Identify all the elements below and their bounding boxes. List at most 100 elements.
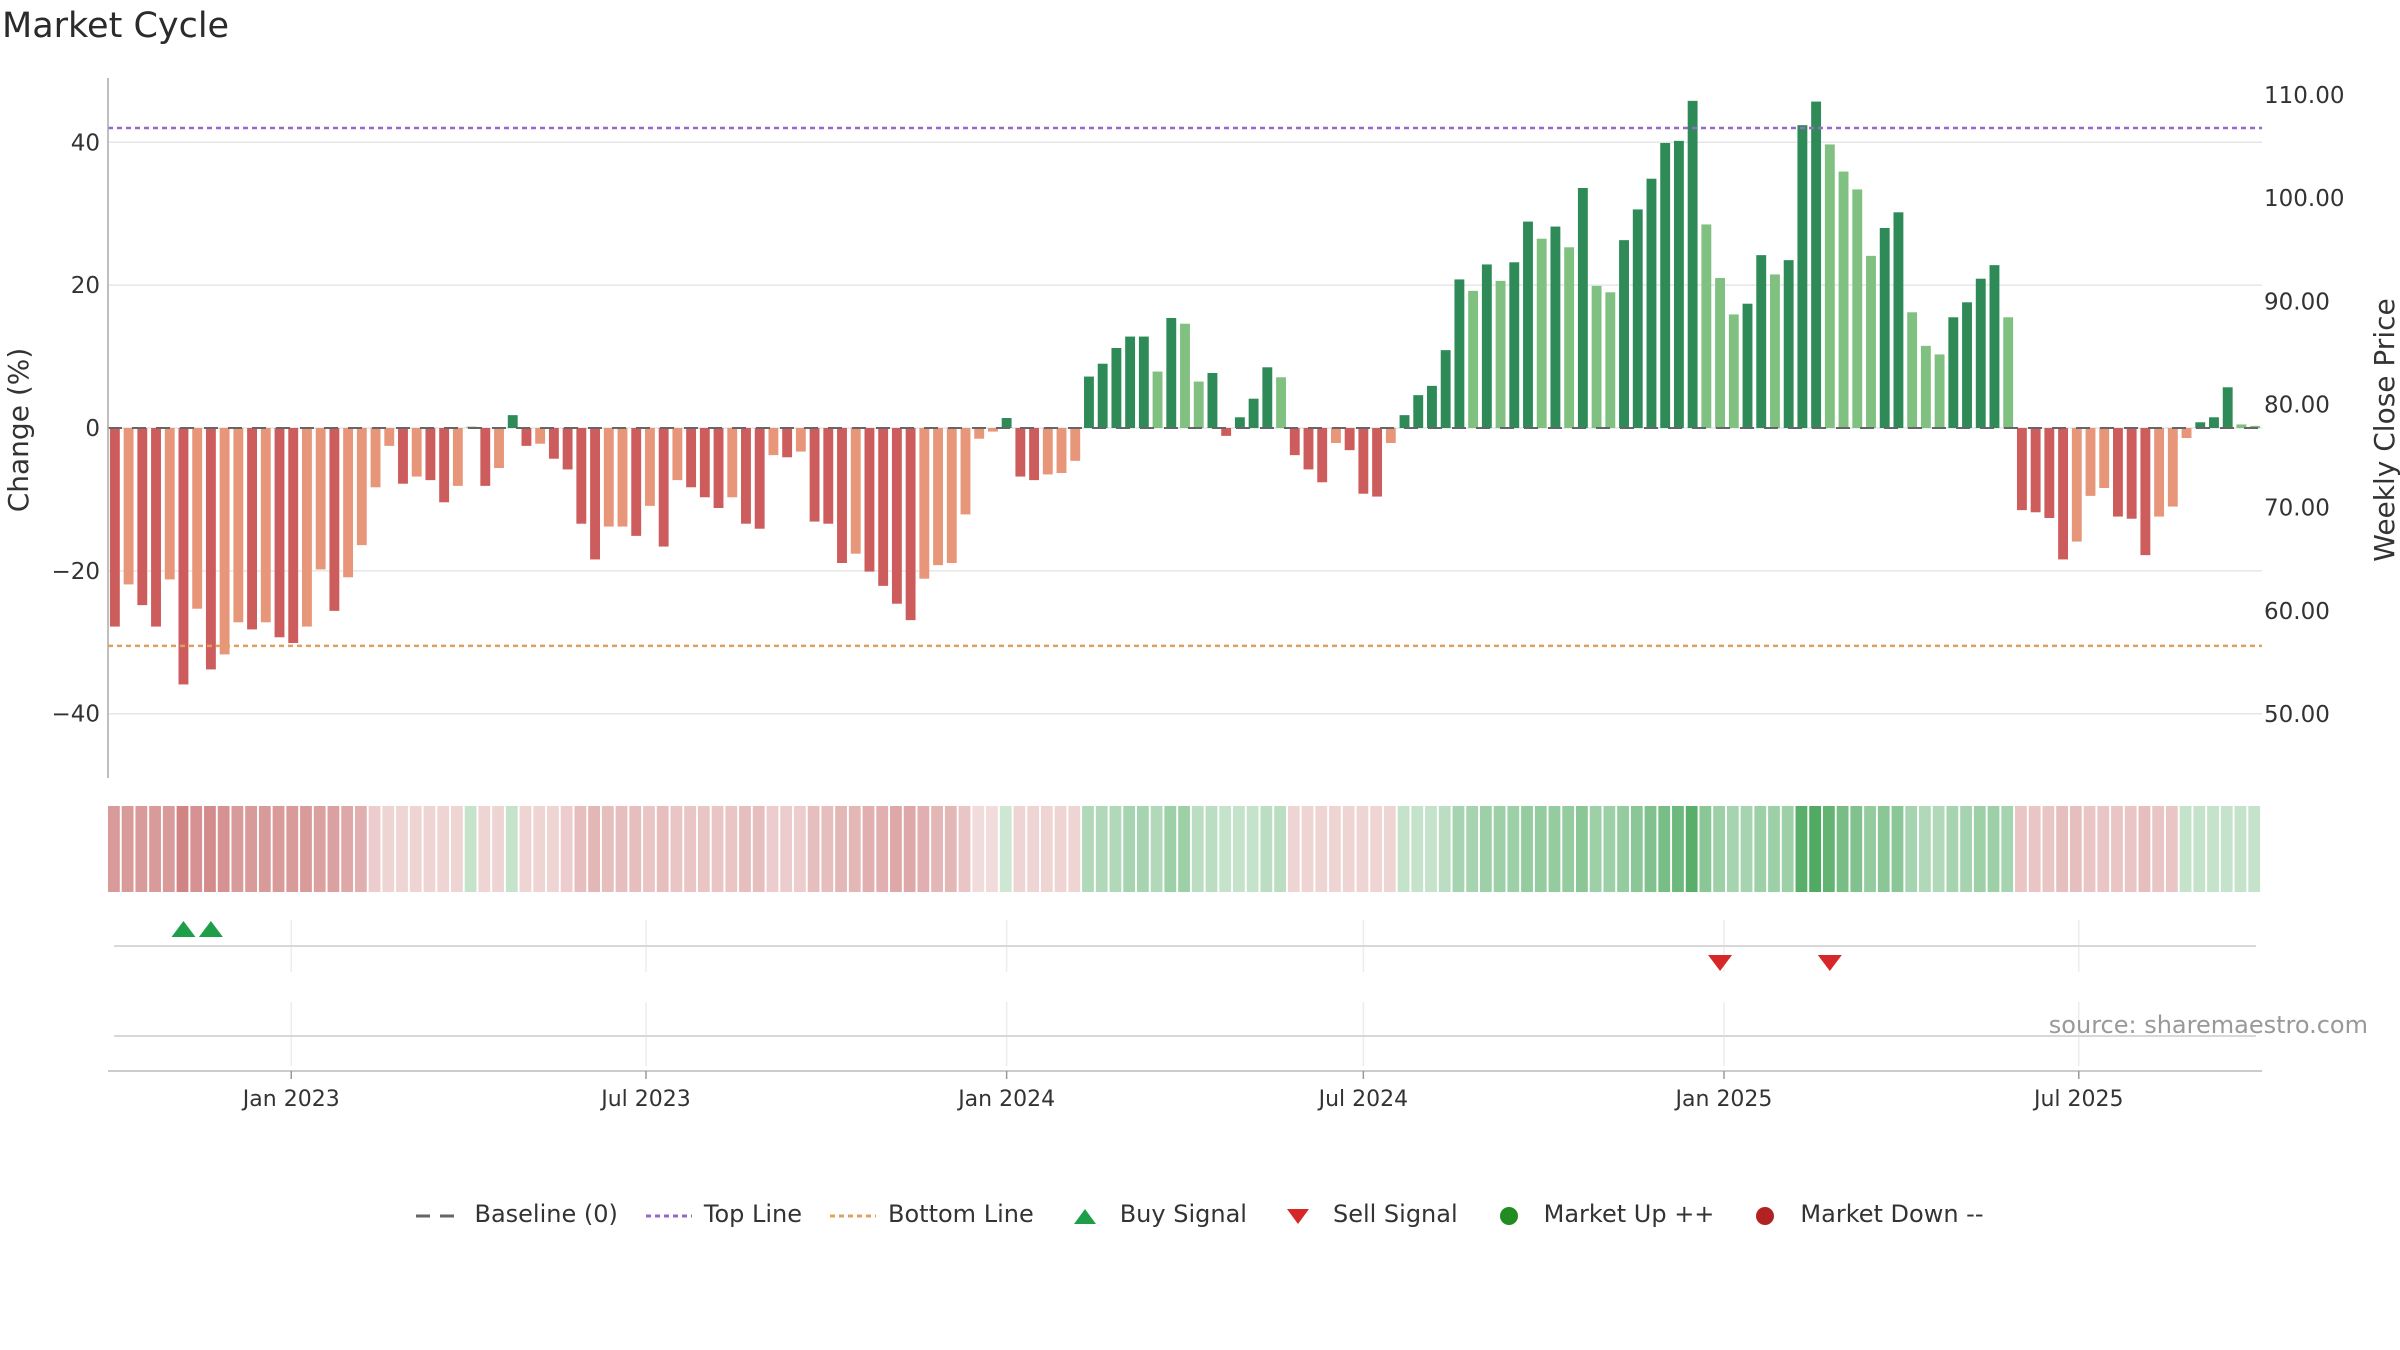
x-tick-label: Jan 2024 bbox=[956, 1087, 1055, 1112]
heat-cell bbox=[258, 806, 271, 892]
bar bbox=[480, 428, 491, 486]
heat-cell bbox=[1383, 806, 1396, 892]
legend-item-sell-signal: Sell Signal bbox=[1275, 1200, 1458, 1228]
bar bbox=[754, 428, 765, 529]
y-tick-label: 0 bbox=[85, 416, 100, 442]
heat-cell bbox=[1246, 806, 1259, 892]
main-axes: 40 20 0 −20 −40 110.00 100.00 90.00 80.00 70.00 60… bbox=[51, 78, 2344, 778]
bar bbox=[302, 428, 312, 627]
bar bbox=[274, 428, 285, 638]
heat-cell bbox=[437, 806, 450, 892]
heat-cell bbox=[2001, 806, 2014, 892]
heat-cell bbox=[1521, 806, 1533, 892]
heat-cell bbox=[1713, 806, 1726, 892]
y2-tick-label: 110.00 bbox=[2264, 83, 2344, 109]
y-tick-label: −40 bbox=[51, 702, 100, 728]
bar bbox=[1907, 312, 1918, 428]
heat-cell bbox=[1987, 806, 2000, 892]
bar bbox=[782, 428, 793, 458]
heat-cell bbox=[1726, 806, 1739, 892]
heat-cell bbox=[1548, 806, 1561, 892]
heat-cell bbox=[1644, 806, 1657, 892]
bar bbox=[1838, 171, 1849, 428]
heat-cell bbox=[2069, 806, 2082, 892]
heat-cell bbox=[1946, 806, 1959, 892]
bar bbox=[151, 428, 161, 627]
bar bbox=[603, 428, 614, 527]
heat-cell bbox=[1685, 806, 1698, 892]
heat-cell bbox=[533, 806, 546, 892]
heat-cell bbox=[2193, 806, 2206, 892]
heat-cell bbox=[862, 806, 875, 892]
bar bbox=[439, 428, 450, 503]
buy-signal-marker bbox=[198, 921, 223, 937]
heat-cell bbox=[1932, 806, 1945, 892]
bar bbox=[164, 428, 175, 580]
heat-cell bbox=[1919, 806, 1931, 892]
bar bbox=[2140, 428, 2151, 556]
bar bbox=[1852, 189, 1863, 428]
bar bbox=[1015, 428, 1026, 477]
bar bbox=[2236, 424, 2247, 428]
bar bbox=[1427, 385, 1437, 428]
bar bbox=[1536, 238, 1547, 428]
heat-cell bbox=[1342, 806, 1355, 892]
bar bbox=[2126, 428, 2137, 519]
bar bbox=[1893, 212, 1904, 428]
heat-cell bbox=[162, 806, 175, 892]
heat-cell bbox=[1315, 806, 1328, 892]
heat-cell bbox=[670, 806, 683, 892]
bar bbox=[123, 428, 134, 585]
y2-tick-label: 70.00 bbox=[2264, 496, 2330, 522]
heat-cell bbox=[1164, 806, 1177, 892]
bar bbox=[1811, 101, 1822, 428]
bar bbox=[795, 428, 806, 452]
heat-cell bbox=[2152, 806, 2165, 892]
heat-cell bbox=[835, 806, 847, 892]
bar bbox=[1138, 336, 1149, 428]
heat-cell bbox=[903, 806, 916, 892]
heat-cell bbox=[1397, 806, 1410, 892]
heat-cell bbox=[1136, 806, 1149, 892]
bar bbox=[658, 428, 669, 547]
bar bbox=[1619, 240, 1629, 428]
bar bbox=[288, 428, 299, 643]
heat-cell bbox=[1013, 806, 1026, 892]
y-tick-label: −20 bbox=[51, 559, 100, 585]
bar bbox=[644, 428, 655, 506]
heat-cell bbox=[1534, 806, 1547, 892]
bar bbox=[1934, 354, 1945, 428]
heat-cell bbox=[1452, 806, 1465, 892]
bar bbox=[1385, 428, 1396, 443]
buy-signal-marker bbox=[171, 921, 196, 937]
heat-cell bbox=[1864, 806, 1876, 892]
heat-cell bbox=[615, 806, 628, 892]
bar bbox=[1948, 317, 1959, 428]
bar bbox=[1070, 428, 1081, 461]
bar bbox=[1152, 371, 1163, 428]
bar bbox=[1701, 224, 1712, 428]
bar bbox=[1687, 100, 1698, 429]
heat-cell bbox=[1356, 806, 1369, 892]
heat-cell bbox=[176, 806, 189, 892]
bar bbox=[891, 428, 902, 604]
bar bbox=[2113, 428, 2123, 517]
heat-cell bbox=[1411, 806, 1424, 892]
heat-cell bbox=[341, 806, 354, 892]
legend-item-bottom-line: Bottom Line bbox=[830, 1200, 1034, 1228]
bar bbox=[494, 428, 504, 468]
bar bbox=[974, 428, 985, 439]
heat-cell bbox=[848, 806, 861, 892]
heat-cell bbox=[1178, 806, 1190, 892]
source-label: source: sharemaestro.com bbox=[2049, 1011, 2368, 1039]
bar bbox=[1495, 280, 1506, 428]
heat-cell bbox=[574, 806, 587, 892]
bar bbox=[1454, 279, 1465, 428]
bar bbox=[2071, 428, 2082, 542]
heat-cell bbox=[300, 806, 312, 892]
bar bbox=[562, 428, 573, 470]
heat-cell bbox=[1576, 806, 1588, 892]
bar bbox=[1962, 302, 1972, 428]
heat-cell bbox=[2234, 806, 2247, 892]
heat-cell bbox=[1891, 806, 1904, 892]
